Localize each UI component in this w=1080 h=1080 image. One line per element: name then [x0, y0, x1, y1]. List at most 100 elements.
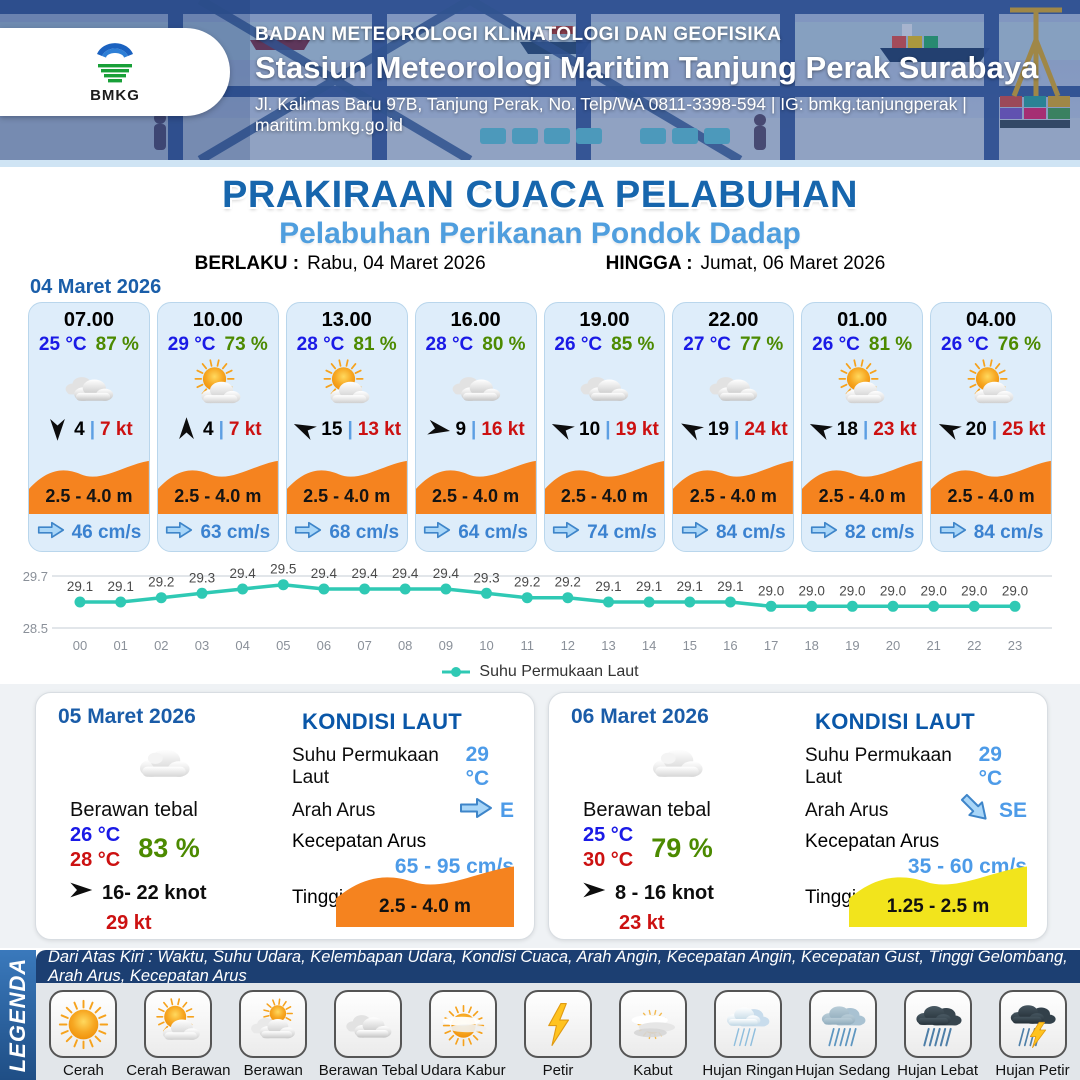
svg-text:28.5: 28.5: [23, 621, 48, 636]
sea-sst-value: 29 °C: [465, 743, 490, 790]
kabut-icon: [625, 997, 680, 1052]
wind-direction-arrow-icon: [292, 418, 318, 441]
svg-text:29.4: 29.4: [351, 566, 378, 581]
daily-humidity: 79 %: [651, 832, 713, 863]
hourly-card[interactable]: 13.00 28 °C 81 % 15 | 13 kt 2.5 - 4.0 m 68 cm/s: [285, 302, 408, 552]
legend-icon-box: [334, 990, 403, 1058]
daily-wind-range: 8 - 16 knot: [615, 881, 714, 904]
agency-name: BADAN METEOROLOGI KLIMATOLOGI DAN GEOFIS…: [255, 24, 782, 45]
daily-date: 05 Maret 2026: [58, 705, 196, 728]
sea-sst-row: Suhu Permukaan Laut 29 °C: [292, 743, 514, 791]
legend-item-label: Hujan Sedang: [795, 1062, 891, 1079]
legend-icon-box: [903, 990, 972, 1058]
daily-card[interactable]: 06 Maret 2026 Berawan tebal 25 °C 30 °C 79 %…: [548, 692, 1048, 940]
card-temp-humidity: 28 °C 80 %: [426, 335, 526, 354]
wind-direction-arrow-icon: [937, 418, 962, 441]
card-time: 22.00: [708, 309, 759, 331]
card-temp-humidity: 29 °C 73 %: [168, 335, 268, 354]
svg-text:14: 14: [642, 638, 656, 653]
legend-icon-box: [144, 990, 213, 1058]
sea-current-direction-row: Arah Arus E: [292, 797, 514, 825]
svg-text:23: 23: [1008, 638, 1022, 653]
daily-temp-min: 25 °C: [583, 824, 634, 846]
svg-text:01: 01: [113, 638, 127, 653]
sea-conditions-title: KONDISI LAUT: [302, 709, 463, 734]
hourly-card[interactable]: 16.00 28 °C 80 % 9 | 16 kt 2.5 - 4.0 m 64 cm/s: [414, 302, 537, 552]
legend-item: Hujan Petir: [986, 990, 1080, 1079]
svg-text:29.1: 29.1: [677, 579, 703, 594]
hourly-card[interactable]: 10.00 29 °C 73 % 4 | 7 kt 2.5 - 4.0 m 63 cm/s: [156, 302, 279, 552]
svg-text:09: 09: [439, 638, 453, 653]
svg-text:29.1: 29.1: [717, 579, 743, 594]
hingga-label: HINGGA :: [605, 253, 693, 274]
forecast-date-label: 04 Maret 2026: [30, 276, 162, 298]
legend-item: Berawan: [226, 990, 320, 1079]
bmkg-logo-label: BMKG: [90, 87, 140, 104]
daily-card[interactable]: 05 Maret 2026 Berawan tebal 26 °C 28 °C 83 %…: [35, 692, 535, 940]
svg-text:07: 07: [357, 638, 371, 653]
station-address: Jl. Kalimas Baru 97B, Tanjung Perak, No.…: [255, 94, 967, 135]
card-humidity: 80 %: [482, 334, 526, 355]
legend-item-label: Cerah: [63, 1062, 104, 1079]
wind-separator: |: [734, 418, 740, 440]
wind-speed: 15: [321, 418, 343, 440]
sea-wave-value: 2.5 - 4.0 m: [379, 896, 471, 917]
sea-sst-row: Suhu Permukaan Laut 29 °C: [805, 743, 1027, 791]
validity-from: BERLAKU : Rabu, 04 Maret 2026: [195, 253, 486, 275]
card-temperature: 26 °C: [812, 334, 860, 355]
gust-speed: 23 kt: [873, 418, 917, 440]
cerah-berawan-icon: [151, 997, 206, 1052]
wave-height-value: 2.5 - 4.0 m: [303, 486, 391, 506]
petir-icon: [530, 997, 585, 1052]
wind-speed: 4: [74, 418, 85, 440]
daily-condition: Berawan tebal: [583, 799, 711, 821]
wind-speed: 20: [965, 418, 987, 440]
wave-height-band: 2.5 - 4.0 m: [802, 456, 923, 514]
wind-separator: |: [218, 418, 224, 440]
svg-text:00: 00: [73, 638, 87, 653]
svg-text:21: 21: [926, 638, 940, 653]
current-speed: 46 cm/s: [71, 521, 142, 543]
svg-text:29.3: 29.3: [189, 570, 215, 585]
card-wind: 9 | 16 kt: [426, 418, 525, 440]
sea-dir-value: E: [459, 797, 514, 825]
wave-height-band: 2.5 - 4.0 m: [157, 456, 278, 514]
weather-icon-cerah-berawan: [305, 358, 389, 416]
station-name: Stasiun Meteorologi Maritim Tanjung Pera…: [255, 50, 1039, 85]
hourly-cards-row: 07.00 25 °C 87 % 4 | 7 kt 2.5 - 4.0 m 46 cm/s 10…: [28, 302, 1052, 552]
legend-band: LEGENDA: [0, 950, 36, 1080]
weather-icon-awan: [621, 731, 733, 793]
bmkg-emblem-icon: [97, 43, 133, 83]
legend-item-label: Cerah Berawan: [126, 1062, 231, 1079]
daily-gust: 29 kt: [106, 912, 152, 934]
sst-chart: 29.7 28.5 29.1 00 29.1 01 29.2 02 29.3 03 29.4 04 29…: [23, 562, 1052, 653]
hourly-card[interactable]: 01.00 26 °C 81 % 18 | 23 kt 2.5 - 4.0 m 82 cm/s: [801, 302, 924, 552]
wind-speed: 18: [836, 418, 858, 440]
hourly-card[interactable]: 07.00 25 °C 87 % 4 | 7 kt 2.5 - 4.0 m 46 cm/s: [28, 302, 150, 552]
card-wind: 10 | 19 kt: [550, 418, 659, 441]
current-direction-arrow-icon: [958, 793, 992, 825]
svg-text:12: 12: [561, 638, 575, 653]
wave-height-value: 2.5 - 4.0 m: [818, 486, 906, 506]
legend-item: Hujan Lebat: [891, 990, 985, 1079]
hourly-card[interactable]: 22.00 27 °C 77 % 19 | 24 kt 2.5 - 4.0 m 84 cm/s: [672, 302, 795, 552]
daily-temps: 25 °C 30 °C 79 %: [583, 824, 783, 872]
weather-icon-berawan-tebal: [691, 358, 775, 416]
wave-height-band: 2.5 - 4.0 m: [29, 456, 149, 514]
card-humidity: 81 %: [868, 334, 913, 355]
weather-icon-cerah-berawan: [949, 358, 1033, 416]
card-wind: 19 | 24 kt: [679, 418, 788, 441]
hourly-card[interactable]: 19.00 26 °C 85 % 10 | 19 kt 2.5 - 4.0 m 74 cm/s: [543, 302, 666, 552]
header-separator: [0, 160, 1080, 167]
daily-wind-range: 16- 22 knot: [102, 881, 207, 904]
svg-text:20: 20: [886, 638, 900, 653]
gust-speed: 19 kt: [615, 418, 659, 440]
wind-direction-arrow-icon: [45, 418, 70, 441]
header-banner: BMKG BADAN METEOROLOGI KLIMATOLOGI DAN G…: [0, 0, 1080, 160]
hourly-card[interactable]: 04.00 26 °C 76 % 20 | 25 kt 2.5 - 4.0 m 84 cm/s: [930, 302, 1052, 552]
daily-left-column: 05 Maret 2026 Berawan tebal 26 °C 28 °C 83 %…: [58, 705, 270, 934]
gust-speed: 25 kt: [1002, 418, 1046, 440]
sea-wave-value: 1.25 - 2.5 m: [886, 896, 990, 917]
bmkg-logo: BMKG: [0, 28, 230, 116]
legend-icon-box: [49, 990, 118, 1058]
